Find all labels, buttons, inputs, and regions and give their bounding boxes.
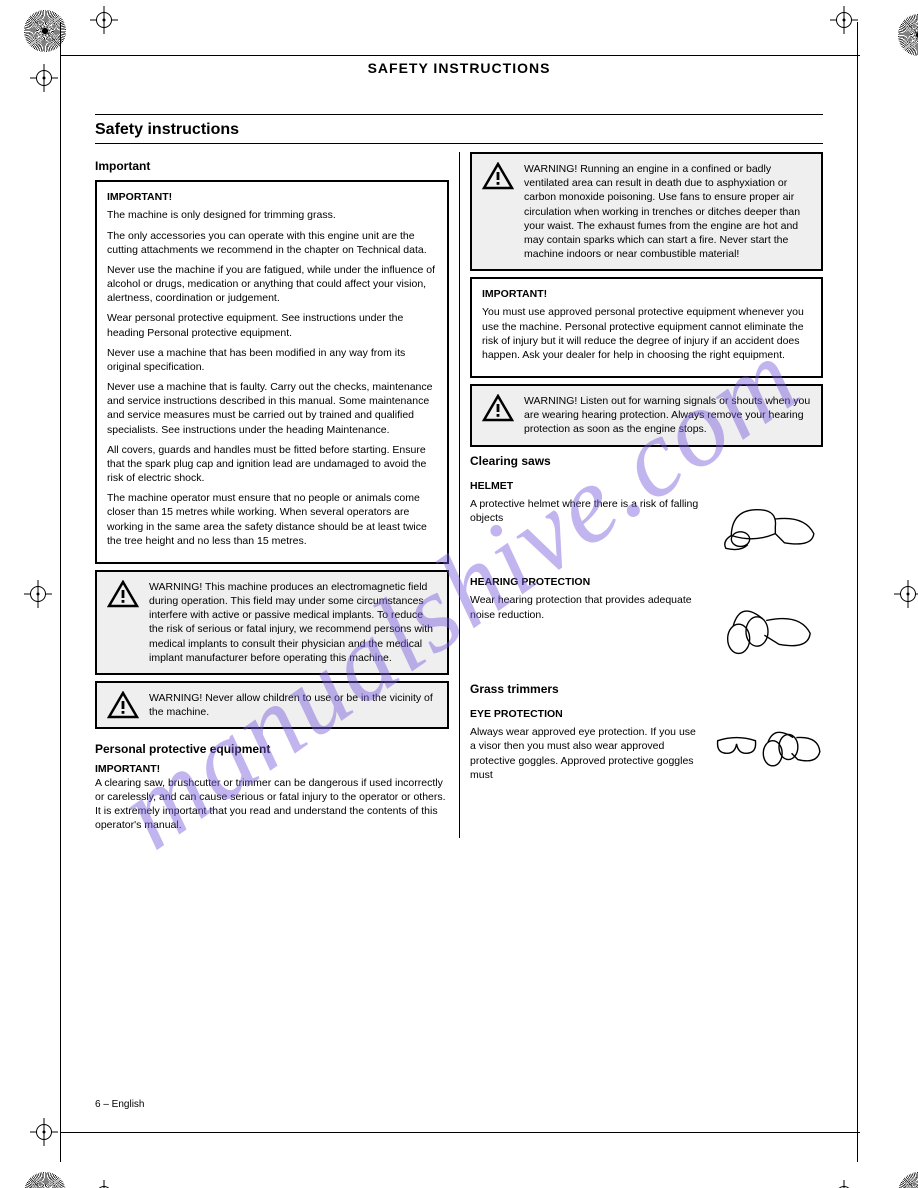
important-item: The machine operator must ensure that no… bbox=[107, 491, 437, 548]
warning-box-4: WARNING! Listen out for warning signals … bbox=[470, 384, 823, 447]
earmuff-illustration bbox=[713, 593, 823, 671]
warning-triangle-icon bbox=[107, 580, 139, 608]
ppe-box: IMPORTANT! You must use approved persona… bbox=[470, 277, 823, 378]
section-rule bbox=[95, 143, 823, 144]
eye-row: Always wear approved eye protection. If … bbox=[470, 725, 823, 782]
ppe-box-important: IMPORTANT! bbox=[482, 287, 811, 301]
hearing-heading: HEARING PROTECTION bbox=[470, 575, 823, 589]
goggles-illustration bbox=[713, 725, 823, 776]
page-footer: 6 – English bbox=[95, 1099, 823, 1110]
ppe-heading: Personal protective equipment bbox=[95, 741, 449, 757]
warning-box-3: WARNING! Running an engine in a confined… bbox=[470, 152, 823, 271]
important-item: The only accessories you can operate wit… bbox=[107, 229, 437, 257]
important-item: Wear personal protective equipment. See … bbox=[107, 311, 437, 339]
important-item: All covers, guards and handles must be f… bbox=[107, 443, 437, 486]
helmet-illustration bbox=[713, 497, 823, 565]
important-item: The machine is only designed for trimmin… bbox=[107, 208, 437, 222]
ppe-important-heading: IMPORTANT! bbox=[95, 762, 449, 776]
warning-triangle-icon bbox=[107, 691, 139, 719]
warning-triangle-icon bbox=[482, 394, 514, 422]
important-item: Never use a machine that is faulty. Carr… bbox=[107, 380, 437, 437]
left-column: Important IMPORTANT! The machine is only… bbox=[95, 152, 459, 838]
important-box: IMPORTANT! The machine is only designed … bbox=[95, 180, 449, 564]
warning-3-text: WARNING! Running an engine in a confined… bbox=[524, 162, 811, 261]
warning-4-text: WARNING! Listen out for warning signals … bbox=[524, 394, 811, 437]
helmet-heading: HELMET bbox=[470, 479, 823, 493]
ppe-important-text: A clearing saw, brushcutter or trimmer c… bbox=[95, 776, 449, 833]
important-item: Never use a machine that has been modifi… bbox=[107, 346, 437, 374]
clearing-saw-heading: Clearing saws bbox=[470, 453, 823, 469]
eye-text: Always wear approved eye protection. If … bbox=[470, 725, 703, 782]
ppe-box-text: You must use approved personal protectiv… bbox=[482, 305, 811, 362]
footer-left: 6 – English bbox=[95, 1099, 144, 1110]
warning-box-2: WARNING! Never allow children to use or … bbox=[95, 681, 449, 729]
important-label: IMPORTANT! bbox=[107, 190, 437, 204]
warning-1-text: WARNING! This machine produces an electr… bbox=[149, 580, 437, 665]
important-item: Never use the machine if you are fatigue… bbox=[107, 263, 437, 306]
warning-2-text: WARNING! Never allow children to use or … bbox=[149, 691, 437, 719]
frame-bottom bbox=[60, 1132, 860, 1133]
frame-right bbox=[857, 22, 858, 1162]
hearing-row: Wear hearing protection that provides ad… bbox=[470, 593, 823, 671]
warning-triangle-icon bbox=[482, 162, 514, 190]
helmet-row: A protective helmet where there is a ris… bbox=[470, 497, 823, 565]
important-heading: Important bbox=[95, 158, 449, 174]
page-content: SAFETY INSTRUCTIONS Safety instructions … bbox=[95, 60, 823, 1100]
warning-box-1: WARNING! This machine produces an electr… bbox=[95, 570, 449, 675]
frame-left bbox=[60, 22, 61, 1162]
right-column: WARNING! Running an engine in a confined… bbox=[459, 152, 823, 838]
frame-top bbox=[60, 55, 860, 56]
hearing-text: Wear hearing protection that provides ad… bbox=[470, 593, 703, 621]
helmet-text: A protective helmet where there is a ris… bbox=[470, 497, 703, 525]
section-title: Safety instructions bbox=[95, 121, 823, 139]
header-rule bbox=[95, 114, 823, 115]
page-header-category: SAFETY INSTRUCTIONS bbox=[95, 60, 823, 76]
eye-heading: EYE PROTECTION bbox=[470, 707, 823, 721]
trimmer-heading: Grass trimmers bbox=[470, 681, 823, 697]
